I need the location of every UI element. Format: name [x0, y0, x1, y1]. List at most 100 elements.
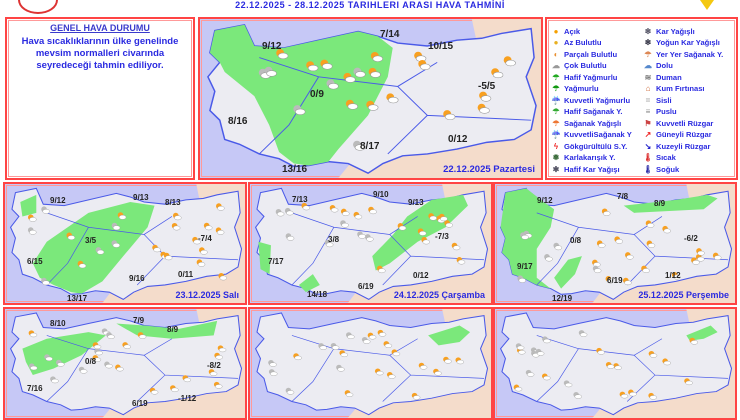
partly-cloudy-icon: [421, 236, 430, 245]
temperature-label: 13/17: [67, 294, 88, 303]
legend-label: Hafif Kar Yağışı: [564, 164, 620, 174]
partly-cloudy-icon: [625, 252, 634, 260]
partly-cloudy-icon: [137, 332, 147, 339]
general-text: Hava sıcaklıklarının ülke genelinde mevs…: [21, 36, 179, 71]
smoke-icon: ≋: [644, 72, 652, 82]
legend-item: ϟ Gökgürültülü S.Y.: [551, 141, 643, 151]
cloud-rain-icon: [268, 369, 278, 376]
partly-cloudy-icon: [628, 389, 637, 397]
partly-cloudy-icon: [306, 61, 319, 72]
partly-cloudy-icon: [428, 213, 437, 221]
map-date: 24.12.2025 Çarşamba: [393, 290, 485, 300]
cloud-rain-icon: [346, 332, 355, 340]
legend-label: Yer Yer Sağanak Y.: [656, 49, 724, 59]
legend-label: Açık: [564, 26, 581, 36]
partly-cloudy-icon: [377, 329, 387, 337]
cloud-rain-icon: [517, 275, 526, 283]
legend-label: Güneyli Rüzgar: [656, 130, 712, 139]
temperature-label: 7/17: [268, 257, 284, 266]
temperature-label: 8/9: [167, 325, 179, 334]
cloud-rain-icon: [94, 348, 103, 356]
temperature-label: 6/19: [132, 399, 148, 408]
legend-item: ✱ Hafif Kar Yağışı: [551, 164, 643, 174]
partly-cloudy-icon: [542, 373, 551, 381]
temperature-label: 11/21: [67, 417, 87, 418]
partly-cloudy-icon: [386, 372, 396, 379]
partly-cloudy-icon: [28, 214, 37, 222]
heavy-snow-icon: ❄: [644, 38, 652, 47]
temperature-label: 7/16: [27, 384, 43, 393]
cloudy-icon: ☁: [552, 61, 560, 70]
sleet-icon: ❅: [552, 153, 560, 162]
temperature-label: 0/11: [178, 270, 194, 279]
partly-cloudy-icon: [414, 51, 427, 62]
turkey-map: [499, 187, 733, 301]
partly-cloudy-icon: [646, 240, 656, 248]
legend-item: ● Az Bulutlu: [551, 38, 643, 48]
mgm-logo: [700, 0, 714, 10]
temperature-label: 0/8: [85, 357, 97, 366]
temperature-label: -5/5: [478, 81, 496, 92]
partly-cloudy-icon: [66, 232, 76, 240]
legend-label: Karlakarışık Y.: [564, 153, 616, 162]
cloud-rain-icon: [573, 391, 582, 399]
temperature-label: 13/16: [282, 164, 308, 175]
forecast-map-day-1: 9/12 7/14 10/15 0/9 -5/5 8/16 8/17 0/12 13/16 22.…: [198, 17, 543, 180]
temperature-label: 0/12: [448, 134, 468, 145]
temperature-label: 9/12: [262, 41, 282, 52]
partly-cloudy-icon: [374, 368, 384, 376]
legend-label: Duman: [656, 72, 682, 82]
partly-cloudy-icon: [149, 387, 159, 395]
cloud-rain-icon: [268, 359, 277, 367]
partly-cloudy-icon: [596, 240, 606, 248]
partly-cloudy-icon: [695, 254, 705, 262]
partly-cloudy-icon: [214, 352, 223, 360]
partly-cloudy-icon: [513, 384, 523, 392]
turkey-map: [254, 312, 489, 416]
cloud-rain-icon: [104, 361, 113, 369]
partly-cloudy-icon: [619, 391, 629, 399]
partly-cloudy-icon: [455, 357, 465, 365]
legend-item: ⌂ Kum Fırtınası: [643, 84, 738, 94]
general-heading: GENEL HAVA DURUMU: [50, 23, 150, 33]
map-date: 23.12.2025 Salı: [175, 290, 239, 300]
legend-item: ☔ Kuvvetli Yağmurlu: [551, 95, 643, 105]
temperature-label: 7/14: [380, 29, 400, 40]
partly-cloudy-icon: [691, 257, 700, 265]
partly-cloudy-icon: [684, 378, 693, 386]
cold-thermometer-icon: 🌡: [643, 164, 654, 174]
partly-cloudy-icon: [596, 347, 605, 355]
north-wind-arrow-icon: ↘: [644, 141, 652, 151]
partly-cloudy-icon: [648, 350, 658, 358]
legend-item: ☂ Sağanak Yağışlı: [551, 118, 643, 128]
temperature-label: -7/4: [198, 234, 212, 243]
partly-cloudy-icon: [443, 356, 452, 364]
partly-cloudy-icon: [77, 260, 87, 269]
cloud-rain-icon: [95, 247, 105, 255]
partly-cloudy-icon: [276, 49, 289, 60]
partly-cloudy-icon: [601, 208, 611, 216]
partly-cloudy-icon: [353, 211, 363, 220]
partly-cloudy-icon: [28, 330, 38, 338]
strong-wind-icon: ⚑: [644, 118, 652, 128]
temperature-label: 9/17: [517, 262, 533, 271]
legend-label: Sisli: [656, 95, 672, 105]
partly-cloudy-icon: [293, 353, 302, 361]
legend-label: Hafif Sağanak Y.: [564, 107, 623, 116]
cloud-rain-icon: [326, 79, 339, 90]
hot-thermometer-icon: 🌡: [643, 153, 654, 162]
region-borders: [291, 212, 485, 286]
temperature-label: 0/9: [310, 89, 324, 100]
partly-cloudy-icon: [712, 252, 722, 261]
legend-label: KuvvetliSağanak Y: [564, 130, 632, 139]
partly-cloudy-icon: [411, 392, 421, 400]
partly-cloudy-icon: [648, 392, 657, 400]
partly-cloudy-icon: [115, 364, 124, 372]
cloud-rain-icon: [340, 220, 349, 228]
partly-cloudy-icon: [605, 362, 615, 369]
legend-item: ❅ Karlakarışık Y.: [551, 153, 643, 163]
legend-item: ◐ Parçalı Bulutlu: [551, 49, 643, 59]
general-weather-panel: GENEL HAVA DURUMU Hava sıcaklıklarının ü…: [5, 17, 195, 180]
temperature-label: 9/12: [537, 196, 553, 205]
partly-cloudy-icon: [376, 265, 386, 274]
